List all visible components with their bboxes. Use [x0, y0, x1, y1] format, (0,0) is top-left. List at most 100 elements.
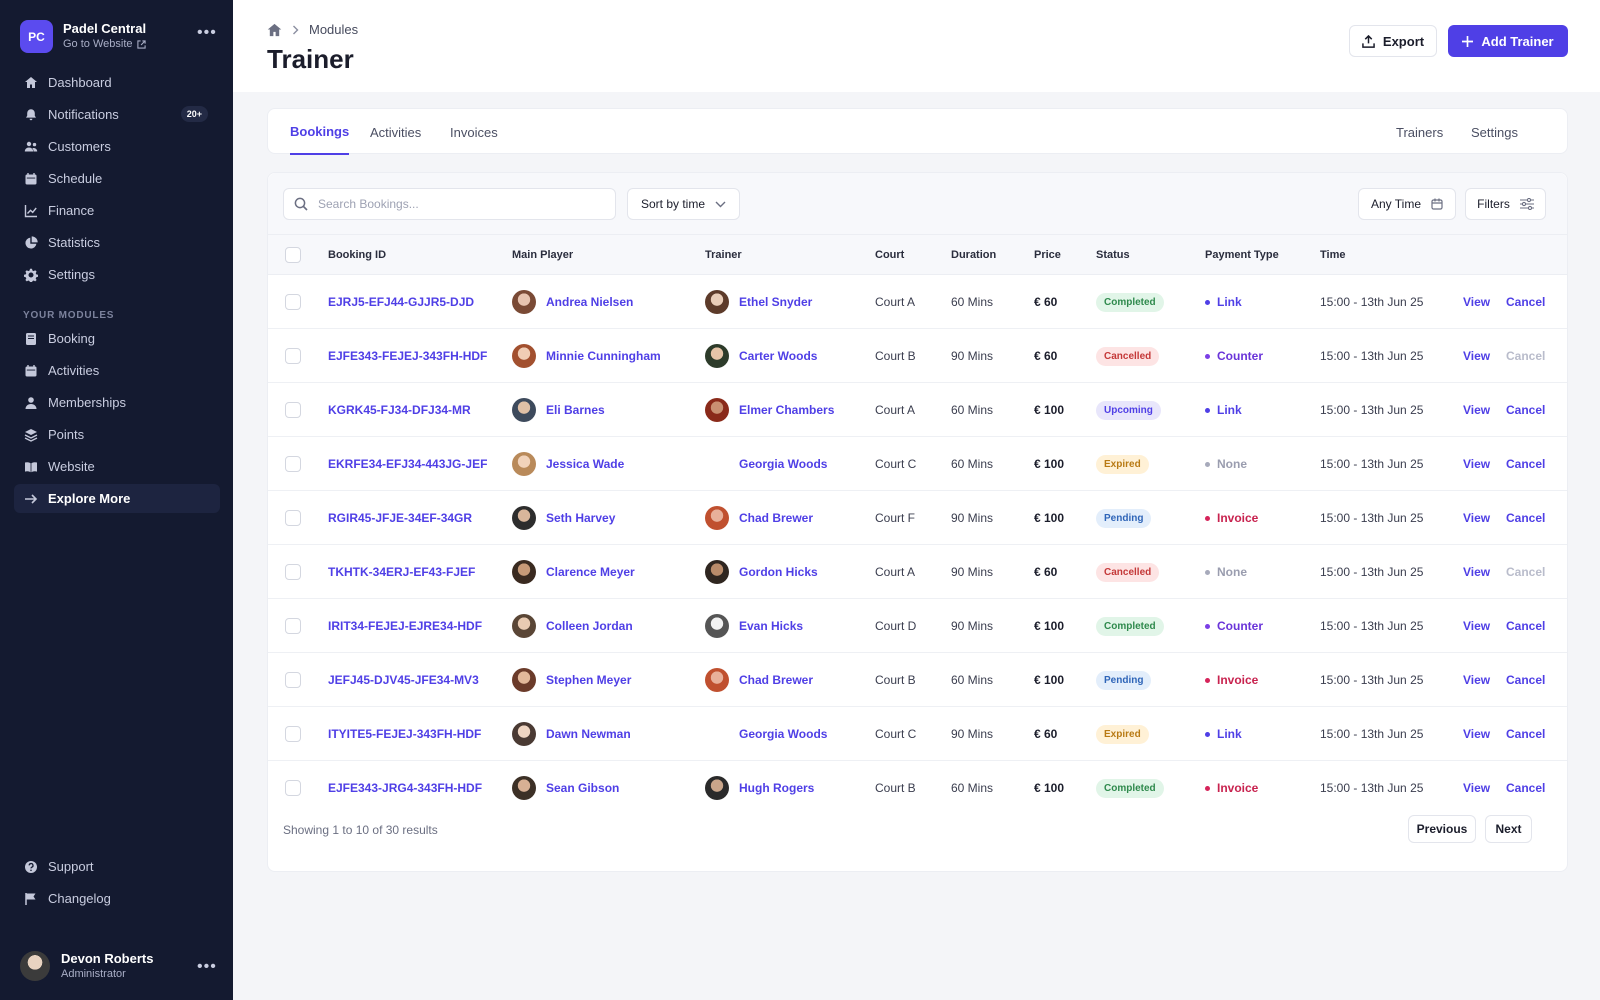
- cancel-button[interactable]: Cancel: [1506, 457, 1546, 471]
- breadcrumb-modules[interactable]: Modules: [309, 22, 359, 37]
- sidebar-item-notifications[interactable]: Notifications 20+: [14, 100, 220, 129]
- tab-activities[interactable]: Activities: [370, 124, 422, 140]
- col-time[interactable]: Time: [1320, 249, 1346, 261]
- go-to-website-link[interactable]: Go to Website: [63, 37, 146, 52]
- row-checkbox[interactable]: [285, 294, 301, 310]
- tab-invoices[interactable]: Invoices: [450, 124, 498, 140]
- brand[interactable]: PC Padel Central Go to Website: [20, 20, 146, 53]
- row-checkbox[interactable]: [285, 510, 301, 526]
- main-player[interactable]: Sean Gibson: [512, 761, 619, 815]
- sidebar-item-points[interactable]: Points: [14, 420, 220, 449]
- col-payment-type[interactable]: Payment Type: [1205, 249, 1279, 261]
- booking-id-link[interactable]: IRIT34-FEJEJ-EJRE34-HDF: [328, 619, 483, 633]
- next-button[interactable]: Next: [1485, 815, 1532, 843]
- sidebar-item-explore-more[interactable]: Explore More: [14, 484, 220, 513]
- booking-id-link[interactable]: TKHTK-34ERJ-EF43-FJEF: [328, 565, 476, 579]
- tab-trainers[interactable]: Trainers: [1396, 124, 1444, 140]
- row-checkbox[interactable]: [285, 348, 301, 364]
- table-row[interactable]: KGRK45-FJ34-DFJ34-MR Eli Barnes Elmer Cham…: [268, 383, 1567, 437]
- booking-id-link[interactable]: EJRJ5-EFJ44-GJJR5-DJD: [328, 295, 475, 309]
- sidebar-item-finance[interactable]: Finance: [14, 196, 220, 225]
- trainer[interactable]: Hugh Rogers: [705, 761, 814, 815]
- table-row[interactable]: EKRFE34-EFJ34-443JG-JEF Jessica Wade Georg…: [268, 437, 1567, 491]
- row-checkbox[interactable]: [285, 564, 301, 580]
- sidebar-item-website[interactable]: Website: [14, 452, 220, 481]
- user-profile[interactable]: Devon Roberts Administrator: [20, 950, 153, 982]
- table-row[interactable]: EJFE343-JRG4-343FH-HDF Sean Gibson Hugh Ro…: [268, 761, 1567, 815]
- home-icon[interactable]: [267, 23, 282, 37]
- booking-id-link[interactable]: ITYITE5-FEJEJ-343FH-HDF: [328, 727, 482, 741]
- table-row[interactable]: IRIT34-FEJEJ-EJRE34-HDF Colleen Jordan Eva…: [268, 599, 1567, 653]
- col-trainer[interactable]: Trainer: [705, 249, 742, 261]
- sidebar-item-statistics[interactable]: Statistics: [14, 228, 220, 257]
- main-player[interactable]: Clarence Meyer: [512, 545, 635, 599]
- trainer[interactable]: Elmer Chambers: [705, 383, 834, 437]
- view-button[interactable]: View: [1463, 781, 1491, 795]
- view-button[interactable]: View: [1463, 349, 1491, 363]
- row-checkbox[interactable]: [285, 618, 301, 634]
- main-player[interactable]: Seth Harvey: [512, 491, 615, 545]
- col-court[interactable]: Court: [875, 249, 905, 261]
- sort-dropdown[interactable]: Sort by time: [627, 188, 740, 220]
- col-duration[interactable]: Duration: [951, 249, 997, 261]
- add-trainer-button[interactable]: Add Trainer: [1448, 25, 1568, 57]
- main-player[interactable]: Dawn Newman: [512, 707, 631, 761]
- select-all-checkbox[interactable]: [285, 247, 301, 263]
- cancel-button[interactable]: Cancel: [1506, 403, 1546, 417]
- view-button[interactable]: View: [1463, 565, 1491, 579]
- trainer[interactable]: Carter Woods: [705, 329, 817, 383]
- sidebar-item-schedule[interactable]: Schedule: [14, 164, 220, 193]
- table-row[interactable]: ITYITE5-FEJEJ-343FH-HDF Dawn Newman Georgi…: [268, 707, 1567, 761]
- view-button[interactable]: View: [1463, 295, 1491, 309]
- booking-id-link[interactable]: EJFE343-JRG4-343FH-HDF: [328, 781, 483, 795]
- view-button[interactable]: View: [1463, 727, 1491, 741]
- main-player[interactable]: Minnie Cunningham: [512, 329, 661, 383]
- view-button[interactable]: View: [1463, 619, 1491, 633]
- main-player[interactable]: Stephen Meyer: [512, 653, 631, 707]
- sidebar-item-activities[interactable]: Activities: [14, 356, 220, 385]
- cancel-button[interactable]: Cancel: [1506, 781, 1546, 795]
- table-row[interactable]: EJRJ5-EFJ44-GJJR5-DJD Andrea Nielsen Ethel…: [268, 275, 1567, 329]
- sidebar-item-support[interactable]: Support: [14, 852, 220, 881]
- filters-button[interactable]: Filters: [1465, 188, 1546, 220]
- sidebar-item-booking[interactable]: Booking: [14, 324, 220, 353]
- sidebar-item-dashboard[interactable]: Dashboard: [14, 68, 220, 97]
- brand-more-icon[interactable]: •••: [197, 24, 217, 41]
- trainer[interactable]: Georgia Woods: [705, 707, 827, 761]
- row-checkbox[interactable]: [285, 672, 301, 688]
- sidebar-item-settings[interactable]: Settings: [14, 260, 220, 289]
- trainer[interactable]: Chad Brewer: [705, 491, 813, 545]
- booking-id-link[interactable]: EJFE343-FEJEJ-343FH-HDF: [328, 349, 488, 363]
- trainer[interactable]: Chad Brewer: [705, 653, 813, 707]
- export-button[interactable]: Export: [1349, 25, 1437, 57]
- trainer[interactable]: Gordon Hicks: [705, 545, 818, 599]
- sidebar-item-customers[interactable]: Customers: [14, 132, 220, 161]
- row-checkbox[interactable]: [285, 456, 301, 472]
- trainer[interactable]: Evan Hicks: [705, 599, 803, 653]
- tab-bookings[interactable]: Bookings: [290, 109, 350, 155]
- view-button[interactable]: View: [1463, 511, 1491, 525]
- main-player[interactable]: Eli Barnes: [512, 383, 605, 437]
- trainer[interactable]: Georgia Woods: [705, 437, 827, 491]
- col-booking-id[interactable]: Booking ID: [328, 249, 387, 261]
- booking-id-link[interactable]: JEFJ45-DJV45-JFE34-MV3: [328, 673, 479, 687]
- time-filter-button[interactable]: Any Time: [1358, 188, 1456, 220]
- cancel-button[interactable]: Cancel: [1506, 511, 1546, 525]
- view-button[interactable]: View: [1463, 673, 1491, 687]
- cancel-button[interactable]: Cancel: [1506, 295, 1546, 309]
- table-row[interactable]: JEFJ45-DJV45-JFE34-MV3 Stephen Meyer Chad …: [268, 653, 1567, 707]
- tab-settings[interactable]: Settings: [1471, 124, 1518, 140]
- booking-id-link[interactable]: EKRFE34-EFJ34-443JG-JEF: [328, 457, 488, 471]
- sidebar-item-memberships[interactable]: Memberships: [14, 388, 220, 417]
- row-checkbox[interactable]: [285, 780, 301, 796]
- row-checkbox[interactable]: [285, 402, 301, 418]
- main-player[interactable]: Jessica Wade: [512, 437, 624, 491]
- main-player[interactable]: Andrea Nielsen: [512, 275, 633, 329]
- main-player[interactable]: Colleen Jordan: [512, 599, 633, 653]
- col-price[interactable]: Price: [1034, 249, 1061, 261]
- table-row[interactable]: EJFE343-FEJEJ-343FH-HDF Minnie Cunningham…: [268, 329, 1567, 383]
- sidebar-item-changelog[interactable]: Changelog: [14, 884, 220, 913]
- previous-button[interactable]: Previous: [1408, 815, 1476, 843]
- table-row[interactable]: RGIR45-JFJE-34EF-34GR Seth Harvey Chad Bre…: [268, 491, 1567, 545]
- table-row[interactable]: TKHTK-34ERJ-EF43-FJEF Clarence Meyer Gordo…: [268, 545, 1567, 599]
